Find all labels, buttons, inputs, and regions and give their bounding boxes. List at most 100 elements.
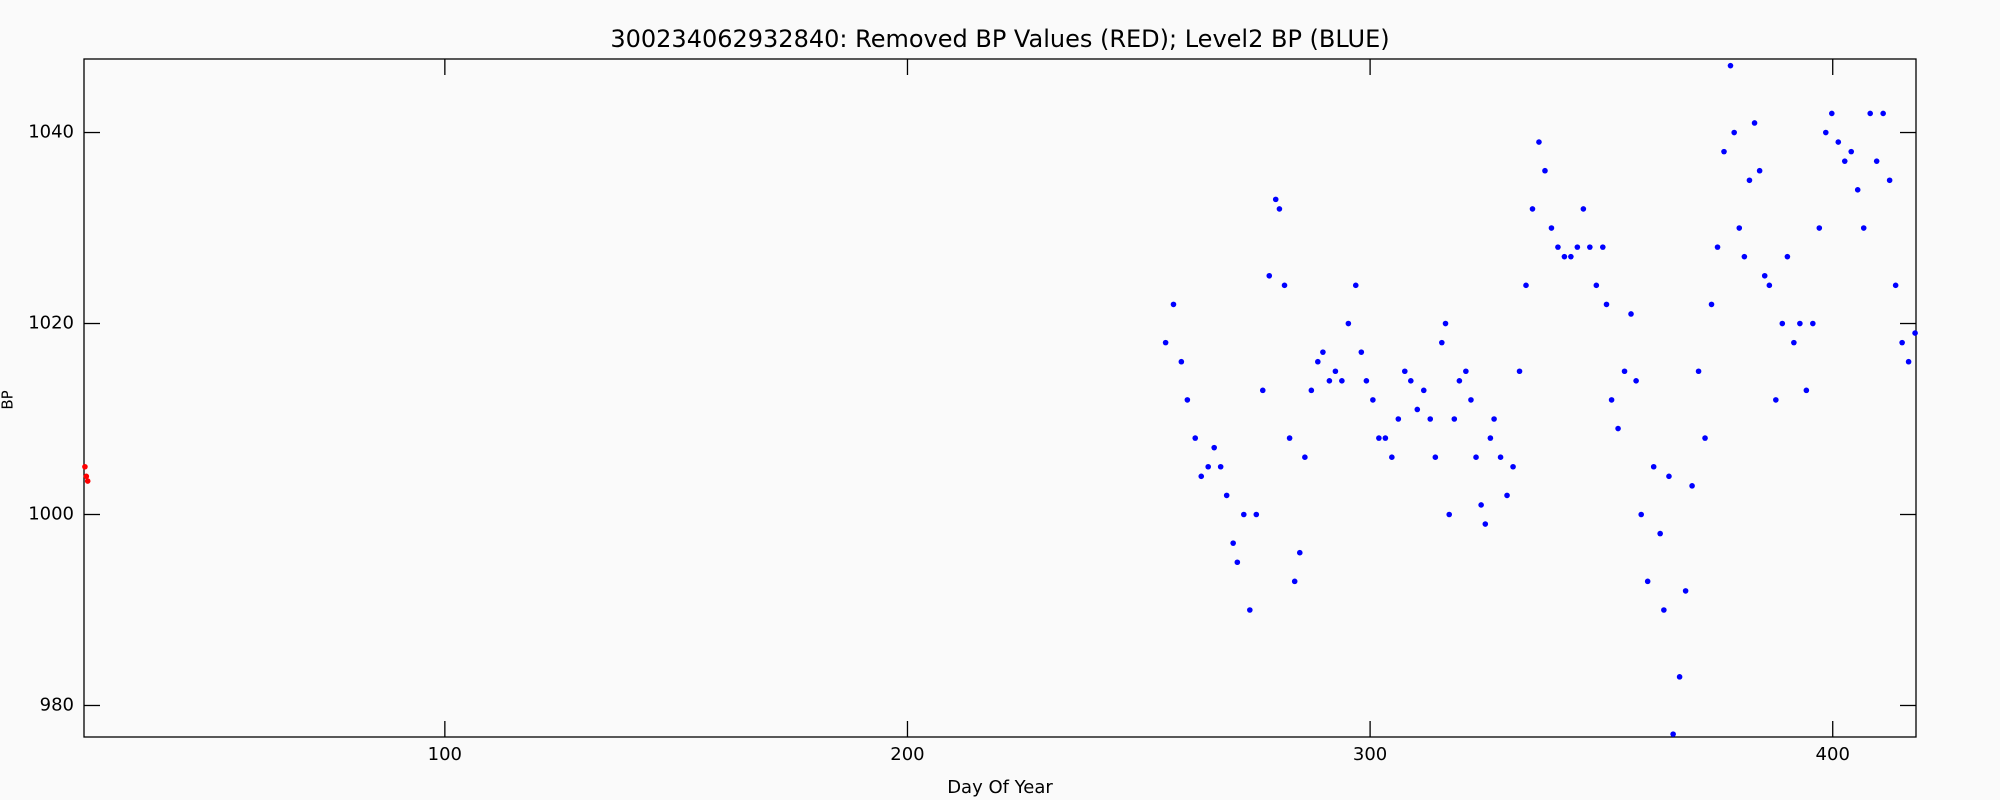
point xyxy=(1615,425,1621,432)
point xyxy=(1272,196,1279,203)
point xyxy=(1427,416,1434,422)
point xyxy=(1791,339,1797,346)
point xyxy=(1414,406,1421,413)
point xyxy=(1600,244,1606,250)
point xyxy=(1286,435,1293,441)
point xyxy=(1784,253,1791,260)
point xyxy=(1816,225,1823,231)
point xyxy=(1835,139,1842,145)
point xyxy=(1320,349,1326,355)
point xyxy=(1482,521,1489,527)
point xyxy=(1456,378,1463,384)
point xyxy=(1523,282,1529,289)
point xyxy=(1721,148,1727,155)
point xyxy=(1676,674,1683,680)
point xyxy=(1223,492,1230,499)
point xyxy=(1178,358,1185,365)
point xyxy=(1666,473,1672,480)
point xyxy=(1555,244,1561,250)
point xyxy=(1633,378,1639,384)
point xyxy=(1548,225,1555,231)
point xyxy=(1529,206,1536,212)
point xyxy=(1510,463,1516,470)
x-axis-label: Day Of Year xyxy=(947,777,1053,798)
point xyxy=(1905,358,1912,365)
point xyxy=(1352,282,1359,289)
point xyxy=(1266,272,1273,279)
point xyxy=(1899,339,1905,346)
point xyxy=(1574,244,1581,250)
point xyxy=(1912,330,1918,336)
point xyxy=(1281,282,1288,289)
point xyxy=(1516,368,1523,375)
point xyxy=(1446,511,1453,518)
point xyxy=(1230,540,1236,546)
point xyxy=(1736,225,1743,231)
point xyxy=(1504,492,1510,499)
point xyxy=(1779,320,1786,327)
point xyxy=(1291,578,1298,585)
point xyxy=(1487,435,1494,441)
point xyxy=(1708,301,1715,308)
point xyxy=(1296,549,1303,556)
point xyxy=(1439,339,1445,346)
point xyxy=(1682,588,1689,594)
point xyxy=(1867,110,1873,117)
point xyxy=(1854,187,1861,193)
point xyxy=(1382,435,1389,441)
point xyxy=(1880,110,1886,117)
chart-title: 300234062932840: Removed BP Values (RED)… xyxy=(610,25,1389,53)
point xyxy=(1198,473,1205,480)
point xyxy=(1339,378,1345,384)
point xyxy=(1308,387,1315,394)
x-tick-label: 100 xyxy=(428,744,462,765)
point xyxy=(1315,358,1321,365)
point xyxy=(1363,378,1370,384)
point xyxy=(1276,206,1283,212)
point xyxy=(1432,454,1439,461)
point xyxy=(1689,483,1695,489)
point xyxy=(1420,387,1427,394)
point xyxy=(1234,559,1241,566)
point xyxy=(1536,139,1542,145)
point xyxy=(1542,167,1548,174)
point xyxy=(1370,397,1376,403)
y-tick-label: 1020 xyxy=(28,313,74,334)
point xyxy=(1345,320,1352,327)
point xyxy=(1358,349,1365,355)
point xyxy=(1657,530,1663,537)
point xyxy=(1497,454,1504,461)
plot-frame xyxy=(83,58,1917,738)
x-tick-label: 400 xyxy=(1816,744,1850,765)
point xyxy=(1192,435,1199,441)
point xyxy=(1389,454,1395,461)
point xyxy=(1468,397,1474,403)
y-axis-label: BP xyxy=(0,390,17,409)
point xyxy=(1395,416,1402,422)
point xyxy=(1702,435,1708,441)
y-tick-label: 980 xyxy=(40,694,74,715)
point xyxy=(1217,463,1224,470)
point xyxy=(1211,444,1217,451)
point xyxy=(1561,253,1568,260)
point xyxy=(1302,454,1308,461)
point xyxy=(1170,301,1177,308)
point xyxy=(1593,282,1600,289)
point xyxy=(1162,339,1169,346)
point xyxy=(1841,158,1848,164)
point xyxy=(1766,282,1773,289)
point xyxy=(1568,253,1574,260)
x-tick-label: 300 xyxy=(1353,744,1387,765)
point xyxy=(1773,397,1779,403)
point xyxy=(1860,225,1867,231)
point xyxy=(1247,607,1253,613)
point xyxy=(1376,435,1382,441)
point xyxy=(1714,244,1721,250)
point xyxy=(1810,320,1816,327)
point xyxy=(1829,110,1835,117)
point xyxy=(1644,578,1651,585)
point xyxy=(82,463,88,470)
